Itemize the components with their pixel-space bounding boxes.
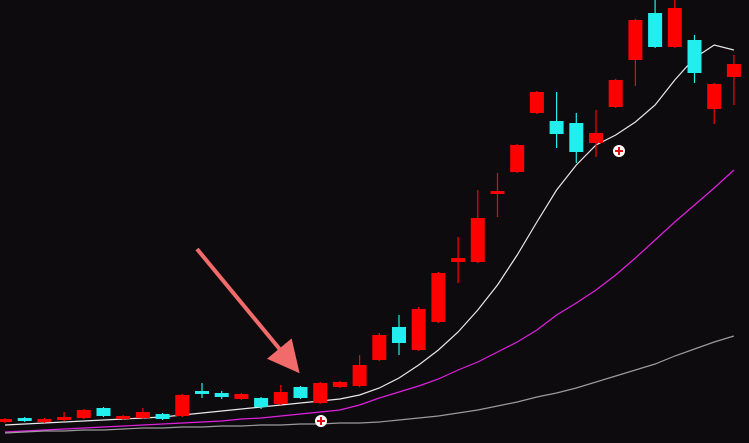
candle-body — [411, 309, 426, 350]
candle-body — [667, 8, 682, 47]
candle-body — [549, 121, 564, 134]
candle-body — [254, 398, 269, 407]
candle-body — [608, 80, 623, 107]
candle-body — [76, 410, 91, 418]
candles — [0, 0, 741, 423]
ma-lines — [4, 44, 735, 434]
candle-body — [175, 395, 190, 416]
candle-body — [510, 145, 525, 172]
candle-body — [195, 391, 209, 394]
candle-body — [431, 273, 446, 322]
candle-body — [135, 412, 150, 418]
candle-body — [470, 218, 485, 262]
candle-body — [451, 258, 466, 262]
candle-body — [0, 419, 12, 422]
candle-body — [234, 394, 249, 399]
candle-body — [589, 133, 603, 143]
candle-body — [372, 335, 387, 360]
candle-body — [648, 13, 663, 47]
marker — [315, 415, 327, 427]
candle-body — [569, 123, 584, 152]
ma-line — [4, 169, 735, 433]
candle-body — [17, 418, 32, 421]
candle-body — [313, 383, 328, 403]
ma-line — [4, 335, 735, 434]
arrow — [195, 247, 300, 374]
candle-body — [352, 365, 367, 386]
candle-body — [116, 416, 131, 419]
candle-body — [726, 64, 741, 77]
ma-line — [4, 44, 735, 426]
candle-body — [37, 419, 52, 422]
candle-body — [707, 84, 722, 109]
candle-body — [628, 20, 643, 60]
candle-body — [155, 414, 170, 419]
candle-body — [57, 417, 72, 420]
candle-body — [273, 392, 288, 404]
candle-body — [529, 92, 544, 113]
candle-body — [687, 40, 702, 73]
candle-body — [96, 408, 111, 416]
candle-body — [332, 382, 347, 387]
candle-body — [293, 387, 308, 398]
candle-body — [490, 191, 505, 194]
candle-body — [392, 327, 406, 343]
marker — [613, 145, 625, 157]
candle-body — [214, 393, 229, 397]
